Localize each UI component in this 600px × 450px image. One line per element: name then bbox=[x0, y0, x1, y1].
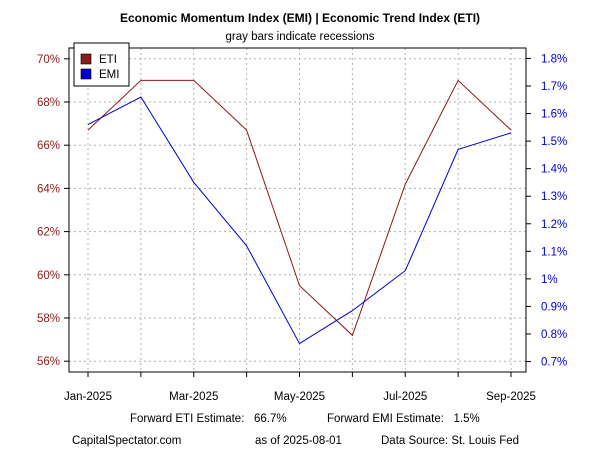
right-tick-label: 0.9% bbox=[541, 301, 567, 313]
grid-lines bbox=[69, 48, 526, 372]
right-tick-label: 1.5% bbox=[541, 136, 567, 148]
left-tick-label: 56% bbox=[37, 356, 60, 368]
right-tick-label: 1.2% bbox=[541, 219, 567, 231]
right-tick-label: 1.7% bbox=[541, 81, 567, 93]
plot-frame bbox=[68, 47, 527, 373]
left-y-axis: 56% 58% 60% 62% 64% 66% 68% 70% bbox=[37, 54, 69, 368]
right-tick-label: 1.4% bbox=[541, 164, 567, 176]
legend-label-eti: ETI bbox=[99, 54, 117, 66]
left-tick-label: 66% bbox=[37, 140, 60, 152]
left-tick-label: 68% bbox=[37, 97, 60, 109]
x-tick-label: Sep-2025 bbox=[486, 391, 536, 403]
right-y-axis: 0.7% 0.8% 0.9% 1% 1.1% 1.2% 1.3% 1.4% 1.5% 1.6% 1.… bbox=[526, 53, 567, 369]
right-tick-label: 1.1% bbox=[541, 246, 567, 258]
forward-eti-estimate: Forward ETI Estimate: 66.7% bbox=[130, 413, 287, 425]
left-tick-label: 58% bbox=[37, 313, 60, 325]
right-tick-label: 1.3% bbox=[541, 191, 567, 203]
legend-swatch-eti bbox=[80, 53, 92, 65]
legend-label-emi: EMI bbox=[99, 69, 119, 81]
chart-legend: ETI EMI bbox=[73, 42, 130, 87]
left-tick-label: 62% bbox=[37, 227, 60, 239]
source-site: CapitalSpectator.com bbox=[72, 435, 181, 447]
x-tick-label: May-2025 bbox=[274, 391, 325, 403]
series-line-eti bbox=[87, 79, 512, 337]
x-axis: Jan-2025 Mar-2025 May-2025 Jul-2025 Sep-2025 bbox=[64, 372, 536, 403]
data-source: Data Source: St. Louis Fed bbox=[381, 435, 519, 447]
left-tick-label: 60% bbox=[37, 270, 60, 282]
as-of-date: as of 2025-08-01 bbox=[255, 435, 342, 447]
legend-swatch-emi bbox=[80, 68, 92, 80]
left-tick-label: 70% bbox=[37, 54, 60, 66]
chart-title: Economic Momentum Index (EMI) | Economic… bbox=[120, 11, 480, 25]
x-tick-label: Jan-2025 bbox=[64, 391, 112, 403]
right-tick-label: 1.6% bbox=[541, 109, 567, 121]
x-tick-label: Jul-2025 bbox=[383, 391, 427, 403]
series-lines bbox=[87, 79, 512, 345]
right-tick-label: 1% bbox=[541, 274, 558, 286]
right-tick-label: 0.8% bbox=[541, 329, 567, 341]
right-tick-label: 0.7% bbox=[541, 357, 567, 369]
right-tick-label: 1.8% bbox=[541, 53, 567, 65]
left-tick-label: 64% bbox=[37, 183, 60, 195]
forward-emi-estimate: Forward EMI Estimate: 1.5% bbox=[327, 413, 480, 425]
series-line-emi bbox=[87, 96, 512, 345]
x-tick-label: Mar-2025 bbox=[169, 391, 218, 403]
chart-subtitle: gray bars indicate recessions bbox=[226, 31, 375, 43]
